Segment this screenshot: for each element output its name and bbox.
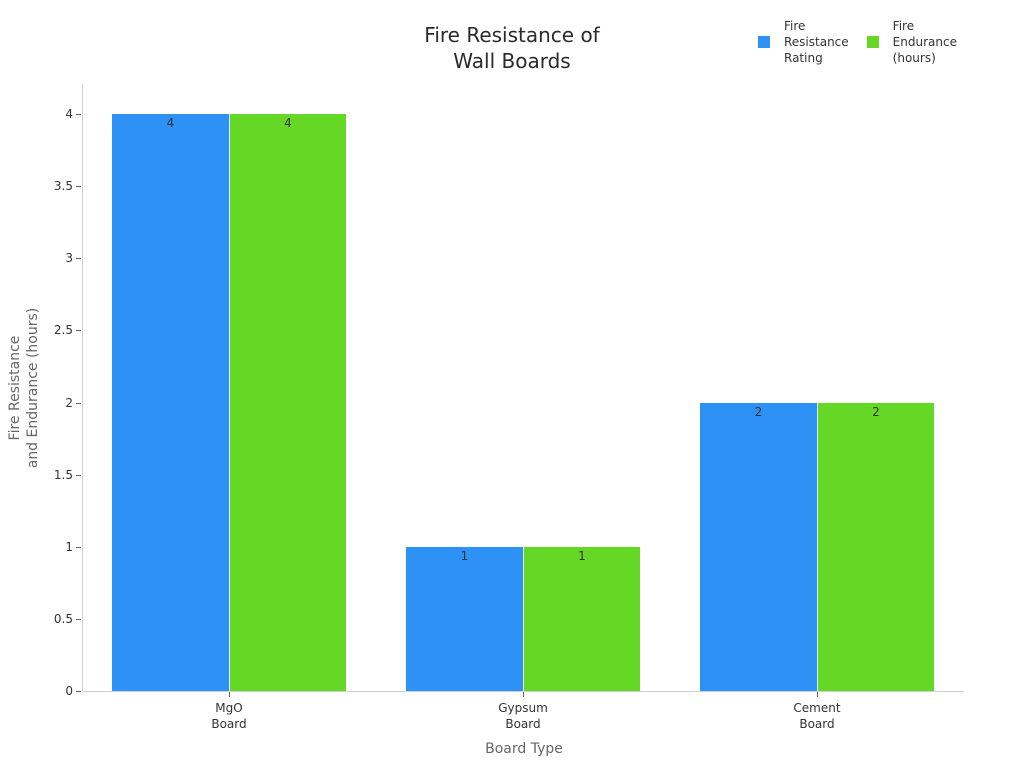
y-tick-label: 3.5 xyxy=(53,179,73,194)
y-tick-label: 2 xyxy=(65,395,73,410)
x-tick-label: Gypsum Board xyxy=(498,701,548,731)
legend-item-fire-resistance-rating[interactable]: Fire Resistance Rating xyxy=(758,18,849,66)
y-tick-label: 2.5 xyxy=(53,323,73,338)
y-tick-mark xyxy=(76,258,81,260)
x-axis-line xyxy=(82,691,964,692)
bar-value-label: 1 xyxy=(460,548,469,563)
bar-value-label: 4 xyxy=(166,116,175,130)
y-tick: 1 xyxy=(0,540,82,554)
y-tick: 3.5 xyxy=(0,179,82,193)
y-axis-line xyxy=(82,84,83,692)
y-tick-mark xyxy=(76,474,81,476)
y-tick-mark xyxy=(76,546,81,548)
y-tick: 2.5 xyxy=(0,323,82,337)
x-tick-label: Cement Board xyxy=(793,701,841,731)
y-tick: 0.5 xyxy=(0,612,82,626)
y-tick: 1.5 xyxy=(0,468,82,482)
bar-value-label: 4 xyxy=(284,116,292,130)
bar[interactable]: 2 xyxy=(817,402,934,691)
y-tick-mark xyxy=(76,186,81,188)
x-tick-label: MgO Board xyxy=(211,701,247,731)
y-tick: 3 xyxy=(0,251,82,265)
y-tick-mark xyxy=(76,114,81,115)
bar[interactable]: 2 xyxy=(700,402,817,691)
y-tick-label: 4 xyxy=(65,107,73,121)
bar[interactable]: 4 xyxy=(112,114,229,691)
y-tick-label: 1.5 xyxy=(53,467,73,482)
y-tick: 2 xyxy=(0,396,82,410)
legend-swatch-blue-icon xyxy=(758,36,770,48)
x-tick-mark xyxy=(229,692,230,697)
y-tick-mark xyxy=(76,691,81,692)
y-tick-label: 0.5 xyxy=(53,611,73,626)
bar[interactable]: 4 xyxy=(229,114,346,691)
y-tick-label: 0 xyxy=(65,684,73,698)
bar[interactable]: 1 xyxy=(523,546,640,691)
y-tick-label: 1 xyxy=(65,539,73,554)
legend-label: Fire Resistance Rating xyxy=(784,19,849,65)
y-tick: 4 xyxy=(0,107,82,121)
bar-value-label: 2 xyxy=(754,404,763,419)
y-tick-label: 3 xyxy=(65,251,73,266)
x-axis-label: Board Type xyxy=(485,741,563,757)
x-tick-mark xyxy=(523,692,524,697)
y-tick-mark xyxy=(76,618,81,620)
bar-value-label: 2 xyxy=(872,404,880,419)
chart-title: Fire Resistance of Wall Boards xyxy=(424,23,600,73)
legend-item-fire-endurance[interactable]: Fire Endurance (hours) xyxy=(866,18,957,66)
bar-value-label: 1 xyxy=(578,548,586,563)
legend-label: Fire Endurance (hours) xyxy=(892,19,957,65)
y-tick-mark xyxy=(76,402,81,404)
bar[interactable]: 1 xyxy=(406,546,523,691)
legend: Fire Resistance Rating Fire Endurance (h… xyxy=(758,18,957,66)
x-tick-mark xyxy=(817,692,818,697)
y-axis-label: Fire Resistance and Endurance (hours) xyxy=(7,307,41,469)
y-tick-mark xyxy=(76,330,81,332)
legend-swatch-green-icon xyxy=(866,36,879,48)
y-tick: 0 xyxy=(0,684,82,698)
